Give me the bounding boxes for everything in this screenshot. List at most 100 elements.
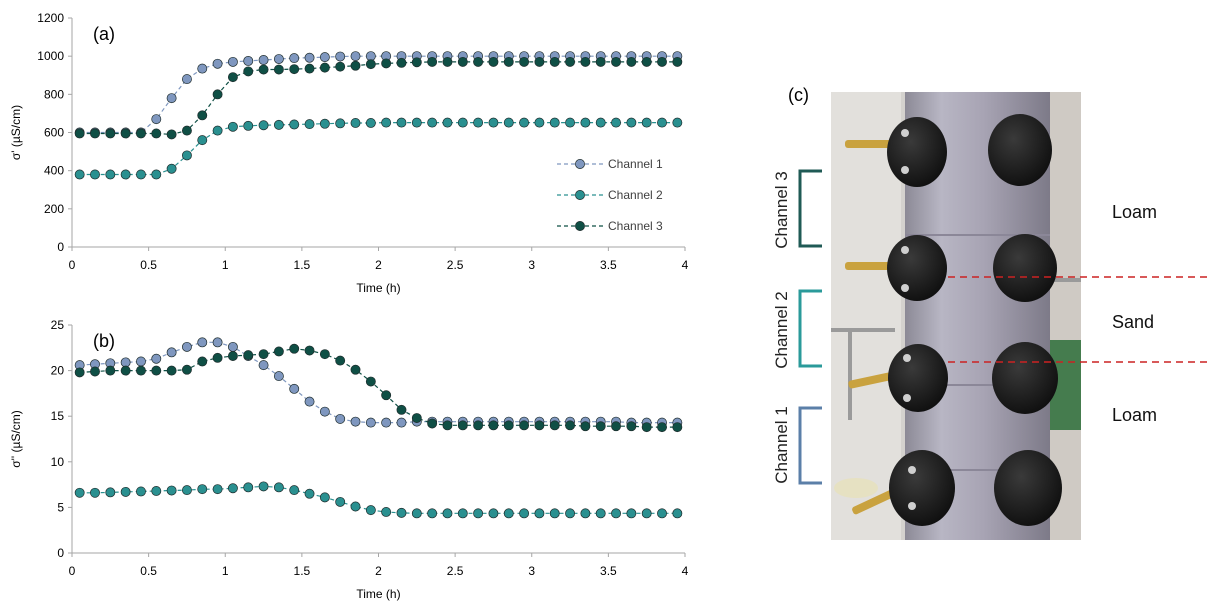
layer-label-loam-bottom: Loam [1112, 405, 1158, 425]
y-axis-label: σ' (µS/cm) [9, 105, 23, 160]
data-point [381, 507, 392, 517]
data-point [105, 128, 116, 139]
data-point [273, 119, 284, 130]
data-point [503, 56, 514, 67]
x-tick-label: 4 [682, 564, 689, 578]
y-tick-label: 5 [57, 500, 64, 514]
data-point [657, 422, 667, 433]
data-point [151, 114, 162, 125]
data-point [273, 371, 284, 382]
data-point [212, 484, 223, 495]
data-point [289, 53, 300, 64]
data-point [457, 508, 468, 519]
data-point [258, 360, 269, 371]
data-point [243, 482, 254, 493]
data-point [365, 417, 376, 428]
series-channel-3 [74, 56, 683, 140]
data-point [120, 365, 131, 376]
data-point [657, 508, 667, 519]
data-point [503, 420, 514, 431]
x-tick-label: 3.5 [600, 258, 617, 272]
data-point [641, 117, 652, 128]
data-point [565, 508, 576, 519]
layer-label-sand: Sand [1112, 312, 1155, 332]
data-point [672, 56, 683, 67]
data-point [411, 413, 422, 423]
x-tick-label: 0 [69, 564, 76, 578]
data-point [519, 420, 530, 431]
y-tick-label: 1200 [37, 11, 64, 25]
data-point [181, 125, 192, 136]
data-point [212, 337, 223, 348]
data-point [319, 406, 330, 417]
channel-2-label: Channel 2 [772, 291, 791, 369]
series-line [79, 121, 678, 176]
data-point [611, 117, 621, 128]
x-tick-label: 1.5 [294, 258, 311, 272]
data-point [672, 422, 683, 433]
data-point [105, 169, 116, 180]
electrode-left-3 [848, 344, 948, 412]
data-point [273, 482, 284, 493]
data-point [151, 486, 162, 496]
y-tick-label: 600 [44, 126, 64, 140]
data-point [519, 117, 530, 128]
data-point [151, 169, 162, 180]
data-point [181, 74, 192, 85]
y-tick-label: 400 [44, 164, 64, 178]
electrode-right-1 [988, 114, 1052, 186]
layer-label-loam-top: Loam [1112, 202, 1158, 222]
data-point [442, 420, 453, 431]
data-point [427, 418, 438, 429]
data-point [549, 117, 560, 128]
data-point [365, 376, 376, 387]
data-point [427, 56, 438, 67]
data-point [166, 93, 177, 104]
data-point [166, 163, 177, 174]
data-point [488, 420, 499, 431]
series-line [79, 485, 678, 514]
electrode-right-3 [992, 342, 1058, 414]
data-point [335, 118, 346, 129]
data-point [350, 501, 361, 512]
data-point [519, 56, 530, 67]
data-point [580, 508, 591, 519]
data-point [243, 66, 254, 77]
data-point [120, 169, 131, 180]
data-point [350, 416, 361, 427]
data-point [503, 117, 514, 128]
data-point [212, 89, 223, 100]
data-point [243, 120, 254, 131]
x-axis-label: Time (h) [356, 281, 400, 295]
data-point [595, 117, 606, 128]
y-tick-label: 1000 [37, 49, 64, 63]
x-tick-label: 1 [222, 564, 229, 578]
data-point [350, 118, 361, 128]
data-point [212, 125, 223, 136]
data-point [335, 51, 346, 62]
y-tick-label: 25 [51, 318, 65, 332]
data-point [549, 508, 560, 519]
data-point [488, 508, 499, 519]
legend: Channel 1 Channel 2 Channel 3 [557, 157, 663, 233]
data-point [350, 60, 361, 71]
data-point [243, 350, 254, 361]
data-point [565, 420, 576, 431]
data-point [289, 64, 300, 75]
x-tick-label: 1 [222, 258, 229, 272]
x-tick-label: 2.5 [447, 258, 464, 272]
data-point [273, 64, 284, 75]
x-tick-label: 0.5 [140, 258, 157, 272]
data-point [626, 508, 637, 519]
data-point [120, 486, 131, 497]
legend-marker [575, 190, 585, 200]
data-point [289, 119, 300, 130]
data-point [457, 420, 468, 431]
data-point [549, 56, 560, 67]
y-tick-label: 800 [44, 87, 64, 101]
data-point [411, 57, 422, 68]
channel-1-label: Channel 1 [772, 406, 791, 484]
data-point [166, 347, 177, 358]
data-point [611, 508, 621, 519]
